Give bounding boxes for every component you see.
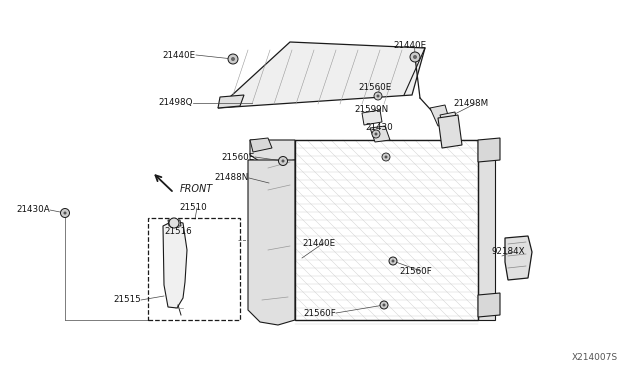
Circle shape <box>282 160 285 163</box>
Circle shape <box>228 54 238 64</box>
Text: 21488N: 21488N <box>215 173 249 183</box>
Polygon shape <box>370 126 390 142</box>
Circle shape <box>278 157 287 166</box>
Text: 21599N: 21599N <box>354 105 388 113</box>
Circle shape <box>376 94 380 97</box>
Polygon shape <box>168 220 181 226</box>
Text: 21440E: 21440E <box>393 42 426 51</box>
Polygon shape <box>505 236 532 280</box>
Polygon shape <box>478 138 500 162</box>
Text: X214007S: X214007S <box>572 353 618 362</box>
Text: 21515: 21515 <box>113 295 141 305</box>
Polygon shape <box>218 42 425 108</box>
Text: 21498Q: 21498Q <box>159 99 193 108</box>
Text: 92184X: 92184X <box>491 247 525 257</box>
Polygon shape <box>478 140 495 320</box>
Circle shape <box>413 55 417 59</box>
Text: 21440E: 21440E <box>302 238 335 247</box>
Circle shape <box>382 153 390 161</box>
Polygon shape <box>250 138 272 152</box>
Circle shape <box>61 208 70 218</box>
Text: 21510: 21510 <box>179 203 207 212</box>
Circle shape <box>380 301 388 309</box>
Polygon shape <box>248 160 295 325</box>
Circle shape <box>231 57 235 61</box>
Circle shape <box>169 218 179 228</box>
Text: 21560E: 21560E <box>358 83 391 93</box>
Circle shape <box>392 260 394 263</box>
Polygon shape <box>218 95 244 108</box>
Text: 21560E: 21560E <box>221 153 255 161</box>
Polygon shape <box>404 48 425 95</box>
Circle shape <box>372 130 380 138</box>
Circle shape <box>374 92 382 100</box>
Polygon shape <box>430 105 450 126</box>
Text: 21498M: 21498M <box>453 99 488 109</box>
Circle shape <box>410 52 420 62</box>
Polygon shape <box>478 293 500 317</box>
Text: 21560F: 21560F <box>303 308 336 317</box>
Polygon shape <box>438 115 462 148</box>
Circle shape <box>385 155 387 158</box>
Circle shape <box>63 212 67 215</box>
Text: 21516: 21516 <box>164 228 191 237</box>
Text: 21430A: 21430A <box>16 205 50 215</box>
Polygon shape <box>440 112 458 133</box>
Polygon shape <box>250 140 295 165</box>
Polygon shape <box>163 221 187 308</box>
Text: FRONT: FRONT <box>180 184 213 194</box>
Text: 21430: 21430 <box>365 124 393 132</box>
Text: 21560F: 21560F <box>399 266 432 276</box>
Bar <box>148 218 240 320</box>
Circle shape <box>389 257 397 265</box>
Polygon shape <box>362 110 382 125</box>
Text: 21440E: 21440E <box>163 51 196 60</box>
Circle shape <box>374 132 378 135</box>
Circle shape <box>383 304 385 307</box>
